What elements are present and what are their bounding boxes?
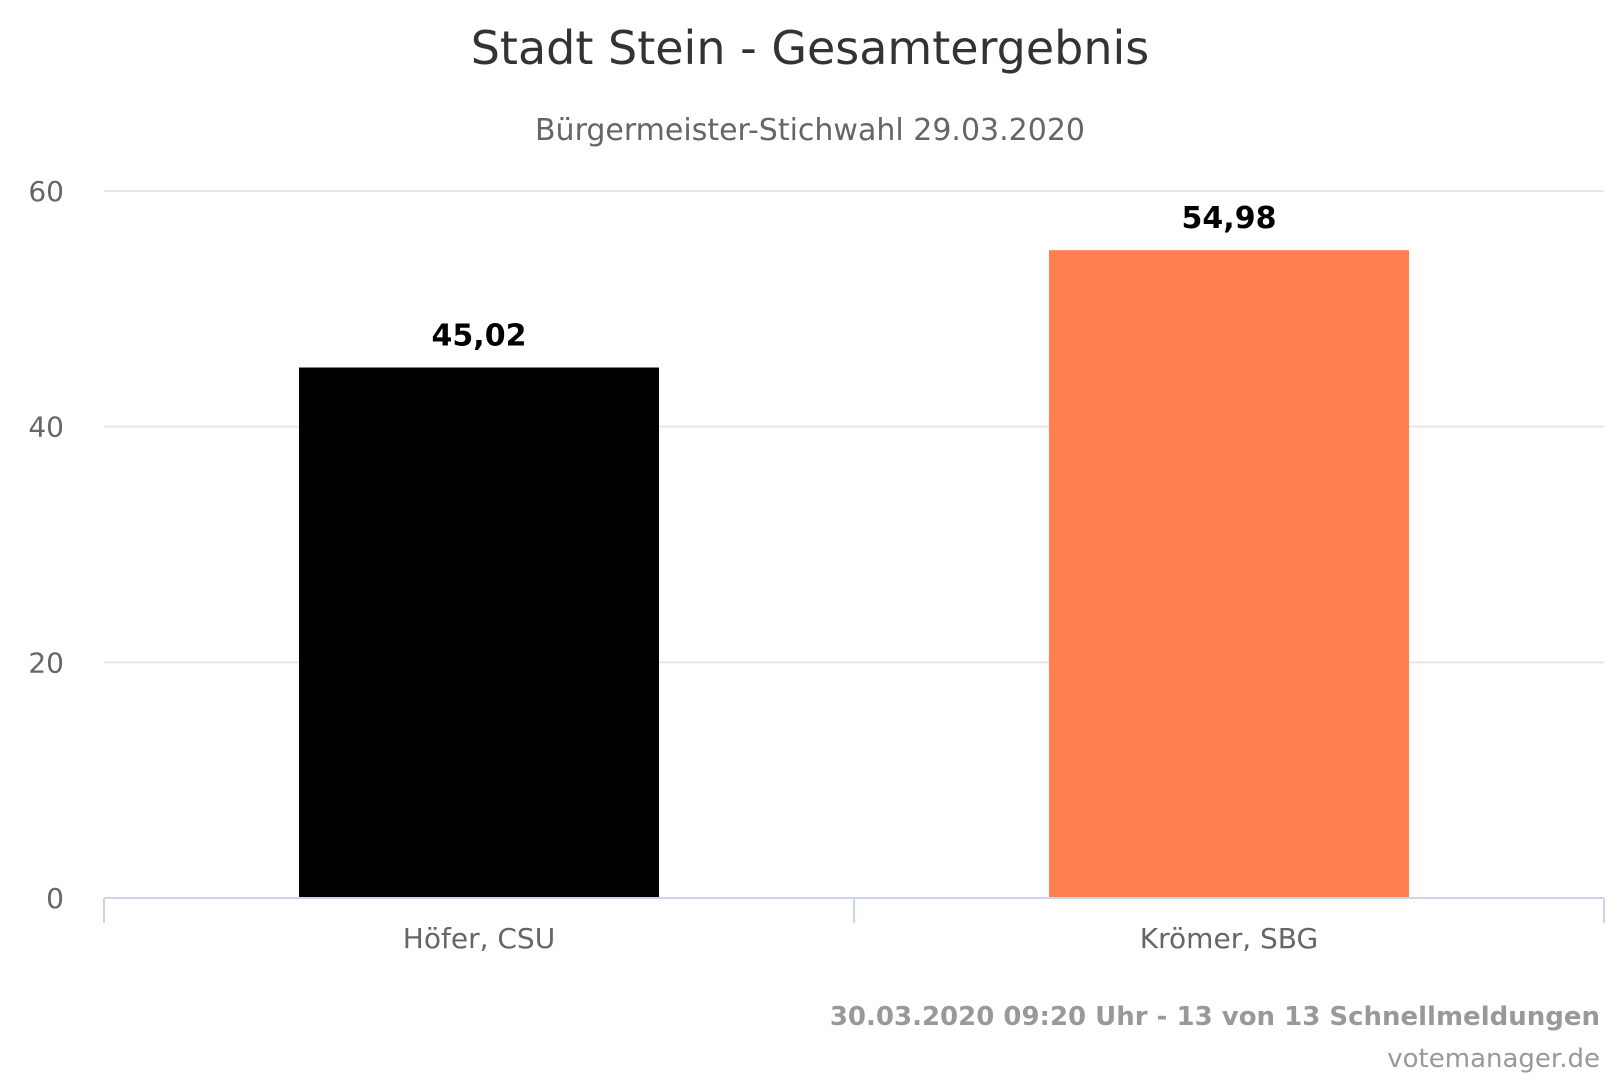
y-tick-label: 0 xyxy=(46,882,64,915)
bar xyxy=(299,367,659,898)
y-tick-label: 40 xyxy=(28,411,64,444)
bars xyxy=(299,250,1409,898)
bar-value-label: 54,98 xyxy=(1182,201,1277,236)
bar-value-label: 45,02 xyxy=(432,319,527,354)
chart-subtitle: Bürgermeister-Stichwahl 29.03.2020 xyxy=(535,113,1085,148)
y-tick-label: 20 xyxy=(28,646,64,679)
x-tick-label: Krömer, SBG xyxy=(1140,922,1318,955)
y-tick-label: 60 xyxy=(28,175,64,208)
bar xyxy=(1049,250,1409,898)
footer-credit-text[interactable]: votemanager.de xyxy=(1387,1044,1600,1074)
chart-title: Stadt Stein - Gesamtergebnis xyxy=(471,21,1150,75)
x-axis xyxy=(103,897,1605,923)
y-axis-tick-labels: 0 20 40 60 xyxy=(28,175,64,915)
footer-status-text: 30.03.2020 09:20 Uhr - 13 von 13 Schnell… xyxy=(830,1002,1600,1032)
x-tick-label: Höfer, CSU xyxy=(403,922,555,955)
x-axis-tick-labels: Höfer, CSU Krömer, SBG xyxy=(403,922,1318,955)
credit-link[interactable]: votemanager.de xyxy=(1387,1044,1600,1074)
bar-value-labels: 45,02 54,98 xyxy=(432,201,1277,353)
